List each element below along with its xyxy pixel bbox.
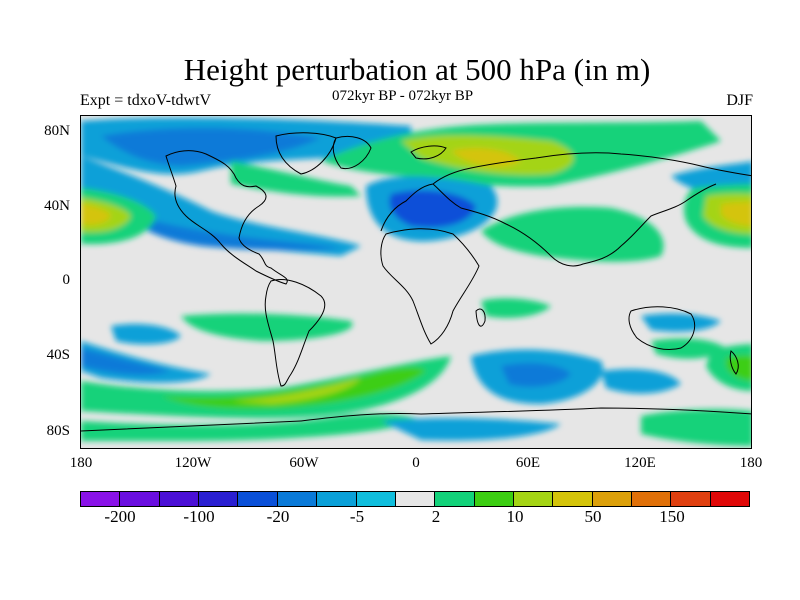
- lon-tick-label: 120E: [624, 455, 656, 471]
- contour-region: [101, 127, 321, 166]
- colorbar-swatch: [395, 492, 436, 506]
- contour-region: [651, 338, 726, 359]
- colorbar-label: -20: [266, 507, 290, 526]
- colorbar-swatch: [120, 492, 160, 506]
- contour-region: [641, 313, 721, 332]
- contour-region: [481, 206, 664, 262]
- coastline: [410, 145, 447, 160]
- contour-region: [121, 211, 341, 251]
- contour-region: [181, 313, 353, 341]
- lon-tick-label: 60E: [515, 455, 541, 471]
- colorbar-label: 2: [431, 507, 441, 526]
- contour-region: [381, 418, 561, 441]
- colorbar-label: 150: [659, 507, 685, 526]
- experiment-label: Expt = tdxoV-tdwtV: [80, 92, 212, 109]
- coastline: [729, 350, 739, 375]
- colorbar-label: -5: [349, 507, 365, 526]
- colorbar-swatch: [474, 492, 514, 506]
- coastline: [275, 132, 337, 175]
- coastline: [81, 407, 751, 432]
- colorbar-swatch: [513, 492, 554, 506]
- coastline: [432, 183, 717, 267]
- contour-region: [389, 190, 476, 228]
- contour-region: [81, 413, 421, 441]
- period-label: 072kyr BP - 072kyr BP: [332, 88, 474, 104]
- contour-region: [481, 298, 551, 318]
- colorbar-label: 10: [506, 507, 524, 526]
- colorbar-swatch: [553, 492, 593, 506]
- lat-tick-label: 0: [62, 272, 71, 288]
- contour-region: [111, 324, 181, 345]
- colorbar-swatch: [356, 492, 396, 506]
- colorbar: [80, 491, 750, 507]
- lon-tick-label: 60W: [289, 455, 319, 471]
- coastline: [165, 150, 288, 285]
- coastline: [264, 279, 326, 387]
- contour-region: [81, 204, 111, 225]
- colorbar-swatch: [592, 492, 633, 506]
- contour-region: [501, 363, 571, 387]
- coastline: [380, 152, 751, 232]
- colorbar-swatch: [317, 492, 357, 506]
- lat-tick-label: 80S: [46, 423, 70, 439]
- colorbar-swatch: [435, 492, 475, 506]
- colorbar-swatch: [277, 492, 318, 506]
- colorbar-swatch: [81, 492, 121, 506]
- height-field-map: [81, 116, 751, 448]
- colorbar-label: -200: [104, 507, 136, 526]
- colorbar-swatch: [199, 492, 239, 506]
- colorbar-label: -100: [183, 507, 215, 526]
- colorbar-swatch: [238, 492, 278, 506]
- coastline: [628, 306, 696, 351]
- contour-region: [231, 378, 361, 404]
- season-label: DJF: [726, 92, 753, 109]
- colorbar-swatch: [159, 492, 200, 506]
- plot-title: Height perturbation at 500 hPa (in m): [183, 52, 651, 87]
- contour-region: [231, 161, 361, 197]
- colorbar-swatch: [710, 492, 750, 506]
- contour-region: [81, 156, 361, 256]
- contour-region: [721, 201, 751, 226]
- coastline: [380, 228, 480, 345]
- lat-tick-label: 40S: [46, 347, 70, 363]
- colorbar-swatch: [632, 492, 672, 506]
- lon-tick-label: 120W: [174, 455, 212, 471]
- coastlines: [81, 132, 751, 432]
- contour-region: [161, 367, 426, 409]
- contour-region: [641, 409, 751, 446]
- coastline: [332, 135, 372, 170]
- lon-tick-label: 180: [69, 455, 93, 471]
- lon-tick-label: 0: [412, 455, 420, 471]
- lat-tick-label: 80N: [44, 123, 70, 139]
- coastline: [475, 308, 486, 327]
- contour-region: [81, 356, 451, 419]
- contour-region: [601, 369, 681, 394]
- colorbar-swatch: [671, 492, 711, 506]
- lat-tick-label: 40N: [44, 198, 70, 214]
- contour-fill-regions: [81, 117, 751, 446]
- colorbar-label: 50: [584, 507, 602, 526]
- lon-tick-label: 180: [739, 455, 763, 471]
- map-panel: [80, 115, 752, 449]
- contour-region: [81, 348, 171, 375]
